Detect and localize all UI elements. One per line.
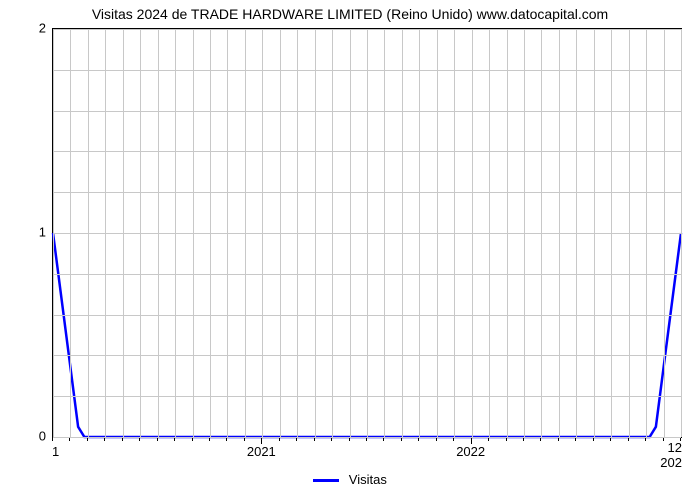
legend-swatch xyxy=(313,479,339,482)
x-tick-minor xyxy=(52,438,53,441)
x-tick-minor xyxy=(87,438,88,441)
x-tick-minor xyxy=(104,438,105,441)
x-tick-label: 2022 xyxy=(456,444,485,459)
grid-line-v xyxy=(489,29,490,437)
x-tick-minor xyxy=(226,438,227,441)
grid-line-v xyxy=(88,29,89,437)
x-tick-minor xyxy=(296,438,297,441)
x-tick-minor xyxy=(540,438,541,441)
grid-line-v xyxy=(210,29,211,437)
x-tick-minor xyxy=(122,438,123,441)
plot-area xyxy=(52,28,682,438)
x-tick-minor xyxy=(593,438,594,441)
grid-line-v xyxy=(629,29,630,437)
x-tick-minor xyxy=(69,438,70,441)
grid-line-v xyxy=(70,29,71,437)
x-right-corner-label-bottom: 202 xyxy=(660,455,682,470)
x-tick-minor xyxy=(488,438,489,441)
chart-title: Visitas 2024 de TRADE HARDWARE LIMITED (… xyxy=(0,6,700,22)
grid-line-v xyxy=(437,29,438,437)
x-tick-minor xyxy=(366,438,367,441)
grid-line-v xyxy=(611,29,612,437)
x-tick-major xyxy=(261,438,262,444)
grid-line-v xyxy=(402,29,403,437)
grid-line-v xyxy=(524,29,525,437)
grid-line-v xyxy=(53,29,54,437)
x-tick-minor xyxy=(157,438,158,441)
x-tick-major xyxy=(471,438,472,444)
grid-line-v xyxy=(594,29,595,437)
x-tick-minor xyxy=(349,438,350,441)
grid-line-v xyxy=(350,29,351,437)
x-tick-minor xyxy=(244,438,245,441)
x-tick-minor xyxy=(610,438,611,441)
grid-line-v xyxy=(507,29,508,437)
grid-line-v xyxy=(419,29,420,437)
legend-label: Visitas xyxy=(349,472,387,487)
grid-line-v xyxy=(384,29,385,437)
x-tick-minor xyxy=(645,438,646,441)
x-tick-minor xyxy=(628,438,629,441)
x-tick-minor xyxy=(436,438,437,441)
x-tick-minor xyxy=(575,438,576,441)
grid-line-v xyxy=(175,29,176,437)
grid-line-v xyxy=(105,29,106,437)
grid-line-v xyxy=(297,29,298,437)
grid-line-v xyxy=(227,29,228,437)
x-tick-minor xyxy=(174,438,175,441)
x-tick-minor xyxy=(558,438,559,441)
x-tick-minor xyxy=(331,438,332,441)
grid-line-h xyxy=(53,437,681,438)
grid-line-v xyxy=(576,29,577,437)
x-right-corner-label-top: 12 xyxy=(668,440,682,455)
grid-line-v xyxy=(193,29,194,437)
grid-line-v xyxy=(472,29,473,437)
grid-line-v xyxy=(280,29,281,437)
x-tick-minor xyxy=(523,438,524,441)
y-tick-label: 0 xyxy=(0,429,46,444)
x-tick-minor xyxy=(418,438,419,441)
grid-line-v xyxy=(681,29,682,437)
grid-line-v xyxy=(123,29,124,437)
grid-line-v xyxy=(158,29,159,437)
x-tick-label: 2021 xyxy=(247,444,276,459)
grid-line-v xyxy=(262,29,263,437)
x-tick-minor xyxy=(401,438,402,441)
x-tick-minor xyxy=(209,438,210,441)
x-tick-minor xyxy=(314,438,315,441)
grid-line-v xyxy=(367,29,368,437)
x-tick-minor xyxy=(453,438,454,441)
x-tick-minor xyxy=(663,438,664,441)
y-tick-label: 1 xyxy=(0,225,46,240)
x-tick-minor xyxy=(192,438,193,441)
y-tick-label: 2 xyxy=(0,21,46,36)
grid-line-v xyxy=(541,29,542,437)
x-tick-minor xyxy=(680,438,681,441)
grid-line-v xyxy=(559,29,560,437)
grid-line-v xyxy=(332,29,333,437)
x-tick-minor xyxy=(383,438,384,441)
grid-line-v xyxy=(245,29,246,437)
grid-line-v xyxy=(140,29,141,437)
grid-line-v xyxy=(646,29,647,437)
grid-line-v xyxy=(664,29,665,437)
x-tick-minor xyxy=(279,438,280,441)
grid-line-v xyxy=(454,29,455,437)
x-tick-minor xyxy=(506,438,507,441)
grid-line-v xyxy=(315,29,316,437)
x-tick-minor xyxy=(139,438,140,441)
x-left-corner-label: 1 xyxy=(52,444,59,459)
legend: Visitas xyxy=(0,472,700,487)
